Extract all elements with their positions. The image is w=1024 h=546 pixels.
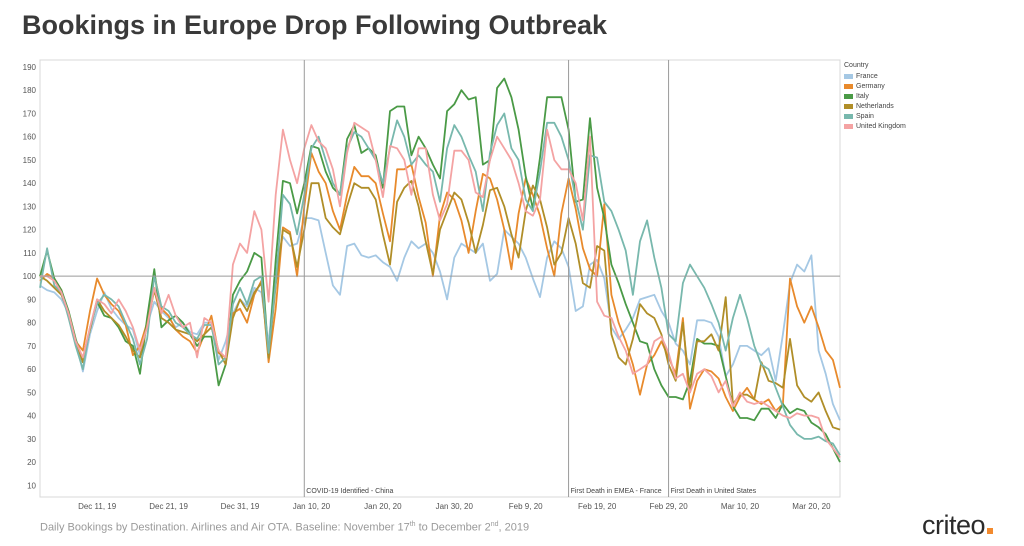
legend-label: Italy: [856, 92, 869, 100]
y-tick-label: 10: [27, 481, 36, 490]
legend-swatch: [844, 93, 853, 99]
plot-frame: [39, 59, 841, 498]
legend-item: Germany: [844, 81, 906, 91]
legend-label: Germany: [856, 82, 885, 90]
y-tick-label: 180: [23, 86, 37, 95]
x-tick-label: Jan 20, 20: [364, 502, 402, 511]
logo-dot: [987, 528, 994, 534]
series-line-germany: [39, 152, 841, 412]
x-tick-label: Feb 29, 20: [649, 502, 688, 511]
x-tick-label: Feb 19, 20: [578, 502, 617, 511]
series-line-netherlands: [39, 179, 841, 431]
y-tick-label: 190: [23, 63, 37, 72]
legend-swatch: [844, 113, 853, 119]
series-line-united-kingdom: [40, 121, 841, 459]
y-tick-label: 70: [27, 342, 36, 351]
x-tick-label: Dec 31, 19: [221, 502, 260, 511]
y-tick-label: 80: [27, 319, 36, 328]
y-tick-label: 40: [27, 412, 36, 421]
legend-label: France: [856, 72, 878, 80]
legend-label: Netherlands: [856, 102, 894, 110]
legend-swatch: [844, 83, 853, 89]
legend-label: Spain: [856, 112, 874, 120]
logo-text: criteo: [922, 510, 986, 540]
caption-text-start: Daily Bookings by Destination. Airlines …: [40, 521, 410, 534]
caption-text-end: , 2019: [498, 521, 530, 534]
y-tick-label: 30: [27, 435, 36, 444]
y-tick-label: 50: [27, 388, 36, 397]
annotation-label: First Death in United States: [671, 488, 757, 495]
y-tick-label: 120: [23, 226, 37, 235]
caption-sup-nd: nd: [490, 521, 499, 528]
x-tick-label: Jan 10, 20: [293, 502, 331, 511]
legend-title: Country: [844, 62, 869, 69]
y-tick-label: 110: [23, 249, 36, 258]
legend-items: France Germany Italy Netherlands Spain United…: [844, 71, 906, 131]
legend-item: United Kingdom: [844, 121, 906, 131]
y-tick-label: 60: [27, 365, 36, 374]
x-tick-label: Dec 21, 19: [149, 502, 188, 511]
series-line-spain: [39, 112, 841, 456]
legend-item: Italy: [844, 91, 906, 101]
caption-text-mid: to December 2: [415, 521, 491, 534]
criteo-logo: criteo: [922, 510, 994, 541]
y-tick-label: 20: [27, 458, 36, 467]
x-axis: Dec 11, 19 Dec 21, 19 Dec 31, 19 Jan 10, 20…: [78, 502, 831, 511]
legend-swatch: [844, 103, 853, 109]
series-lines: [39, 77, 841, 463]
plot-border: [39, 59, 841, 498]
legend: Country France Germany Italy Netherlands Spa…: [844, 62, 906, 131]
y-tick-label: 160: [23, 133, 37, 142]
caption-sup-th: th: [409, 521, 416, 528]
caption: Daily Bookings by Destination. Airlines …: [40, 521, 529, 534]
y-tick-label: 100: [23, 272, 37, 281]
x-tick-label: Mar 10, 20: [721, 502, 760, 511]
x-tick-label: Feb 9, 20: [509, 502, 543, 511]
x-tick-label: Mar 20, 20: [792, 502, 831, 511]
y-tick-label: 90: [27, 295, 36, 304]
legend-item: Spain: [844, 111, 906, 121]
event-annotations: COVID-19 Identified - China First Death i…: [40, 60, 840, 497]
annotation-label: First Death in EMEA - France: [571, 488, 662, 495]
y-tick-label: 140: [23, 179, 37, 188]
legend-swatch: [844, 123, 853, 129]
legend-item: France: [844, 71, 906, 81]
x-tick-label: Jan 30, 20: [436, 502, 474, 511]
x-tick-label: Dec 11, 19: [78, 502, 117, 511]
legend-swatch: [844, 73, 853, 79]
y-tick-label: 130: [23, 202, 37, 211]
annotation-label: COVID-19 Identified - China: [306, 488, 393, 495]
chart-title: Bookings in Europe Drop Following Outbre…: [22, 10, 608, 40]
y-tick-label: 170: [23, 109, 37, 118]
legend-label: United Kingdom: [856, 122, 906, 130]
legend-item: Netherlands: [844, 101, 906, 111]
y-axis: 10 20 30 40 50 60 70 80 90 100 110 120 130 140 150 160 1…: [23, 63, 37, 490]
y-tick-label: 150: [23, 156, 37, 165]
